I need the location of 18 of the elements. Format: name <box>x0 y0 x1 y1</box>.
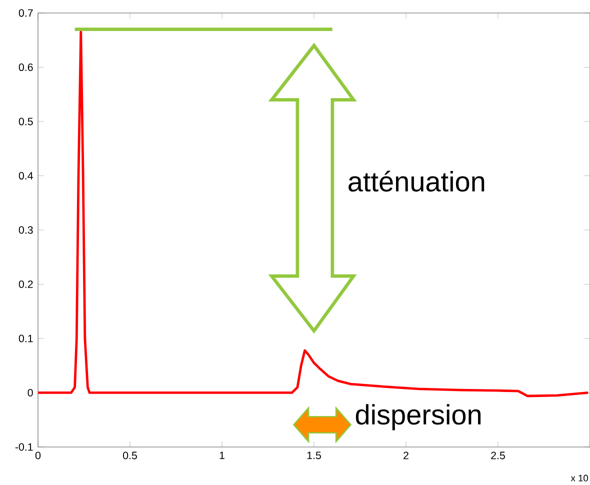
y-tick-label: 0.5 <box>18 118 33 126</box>
annotation: dispersion <box>356 404 481 430</box>
y-tick-label: 0.6 <box>18 63 33 72</box>
x-tick-label: 2 <box>404 452 408 460</box>
text: x 10 <box>570 474 588 482</box>
annotation: atténuation <box>348 170 484 192</box>
x-tick-label: 0 <box>35 452 41 460</box>
x-tick-label: 1.5 <box>307 452 321 460</box>
y-tick-label: 0.7 <box>18 9 33 17</box>
y-tick-label: -0.1 <box>15 443 33 451</box>
y-tick-label: 0.1 <box>18 334 33 342</box>
x-tick-label: 1 <box>220 452 224 460</box>
x-tick-label: 2.5 <box>491 452 505 460</box>
y-tick-label: 0.2 <box>18 280 33 288</box>
y-tick-label: 0.4 <box>18 172 33 180</box>
y-tick-label: 0.3 <box>18 226 33 234</box>
y-tick-label: 0 <box>28 388 33 397</box>
x-tick-label: 0.5 <box>123 452 137 460</box>
